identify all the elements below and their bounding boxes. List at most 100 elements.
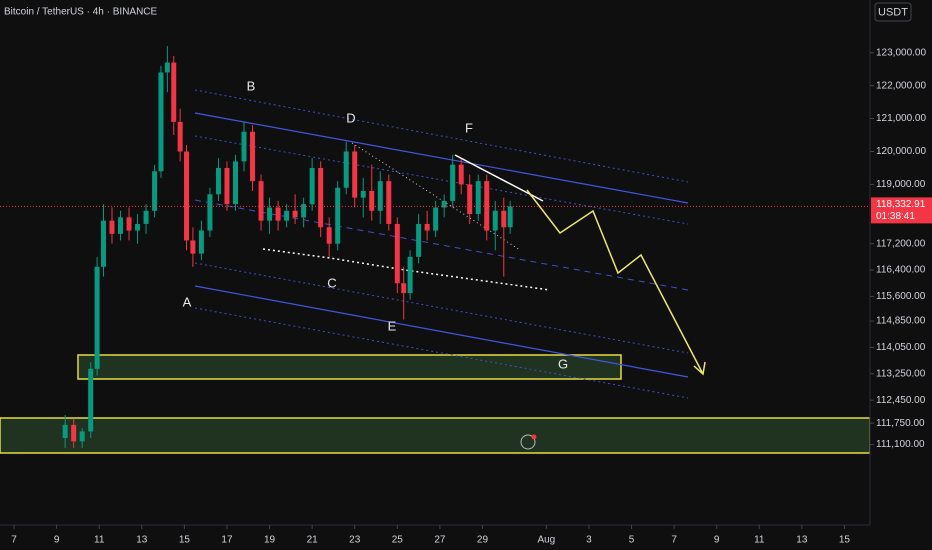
y-tick-label: 111,100.00 xyxy=(876,439,925,450)
channel-line xyxy=(194,89,689,183)
countdown-label: 01:38:41 xyxy=(876,211,915,222)
x-tick-label: 15 xyxy=(179,535,191,546)
candle-body xyxy=(171,62,177,122)
y-tick-label: 115,600.00 xyxy=(876,291,926,302)
currency-button[interactable] xyxy=(874,2,912,22)
candle-body xyxy=(109,220,115,234)
x-tick-label: 13 xyxy=(136,535,148,546)
candle-body xyxy=(184,151,190,241)
currency: USDT xyxy=(878,6,908,18)
candle-body xyxy=(275,207,281,221)
candle-body xyxy=(292,210,298,218)
x-tick-label: 11 xyxy=(94,535,105,546)
price-axis xyxy=(870,0,932,550)
candle-body xyxy=(267,207,273,221)
wave-label: F xyxy=(465,120,473,135)
projection-path xyxy=(526,189,704,375)
alert-dot xyxy=(531,434,537,440)
wave-label: G xyxy=(558,356,568,371)
candle-body xyxy=(507,206,513,228)
candle-body xyxy=(433,207,439,231)
candle-body xyxy=(215,167,221,195)
channel-line xyxy=(194,307,689,399)
wave-label: B xyxy=(247,78,256,93)
candle-body xyxy=(126,217,132,231)
candle-body xyxy=(284,210,290,221)
channel-line xyxy=(194,262,689,354)
y-tick-label: 121,000.00 xyxy=(876,113,926,124)
candle-body xyxy=(450,164,456,201)
candle-body xyxy=(224,167,230,205)
candle-body xyxy=(369,191,375,211)
candle-body xyxy=(190,240,196,254)
y-tick-label: 116,400.00 xyxy=(876,265,926,276)
x-tick-label: 27 xyxy=(434,535,446,546)
x-tick-label: 7 xyxy=(671,535,677,546)
x-tick-label: 13 xyxy=(796,535,808,546)
candle-body xyxy=(501,210,507,228)
candle-body xyxy=(309,167,315,205)
axes: 123,000.00 122,000.00 121,000.00 120,000.00… xyxy=(11,47,932,546)
candle-body xyxy=(326,227,332,244)
candle-body xyxy=(198,230,204,254)
candle-body xyxy=(258,181,264,221)
candle-body xyxy=(152,171,158,211)
chart-title: Bitcoin / TetherUS · 4h · BINANCE xyxy=(4,7,158,18)
x-tick-label: 25 xyxy=(392,535,404,546)
y-tick-label: 120,000.00 xyxy=(876,146,926,157)
candle-body xyxy=(62,424,68,439)
x-tick-label: 15 xyxy=(839,535,851,546)
support-line xyxy=(262,248,551,291)
price-tag-label: 118,332.91 xyxy=(876,199,926,210)
price-tag xyxy=(871,197,932,224)
x-tick-label: 3 xyxy=(586,535,592,546)
y-tick-label: 111,750.00 xyxy=(876,418,925,429)
candle-body xyxy=(407,256,413,294)
wave-label: E xyxy=(388,318,397,333)
candle-body xyxy=(158,72,164,172)
candle-body xyxy=(301,204,307,218)
x-tick-label: 7 xyxy=(11,535,17,546)
candle-body xyxy=(143,210,149,224)
alert-icon[interactable] xyxy=(520,434,536,450)
x-tick-label: 9 xyxy=(54,535,60,546)
x-tick-label: 23 xyxy=(349,535,361,546)
plot-area xyxy=(0,89,871,454)
candle-body xyxy=(250,131,256,182)
channel-line xyxy=(194,285,689,378)
x-tick-label: 5 xyxy=(629,535,635,546)
candle-body xyxy=(232,161,238,205)
x-tick-label: 17 xyxy=(221,535,233,546)
candle-body xyxy=(94,266,100,369)
candle-body xyxy=(352,151,358,198)
candle-body xyxy=(360,191,366,198)
candle-body xyxy=(458,164,464,185)
channel-line xyxy=(194,135,689,225)
wave-label: A xyxy=(183,294,192,309)
candle-body xyxy=(79,431,85,442)
candle-body xyxy=(71,424,77,442)
y-tick-label: 114,050.00 xyxy=(876,342,926,353)
candle-body xyxy=(164,62,170,73)
candle-body xyxy=(386,181,392,224)
candle-body xyxy=(241,131,247,162)
candle-body xyxy=(207,194,213,231)
y-tick-label: 123,000.00 xyxy=(876,47,926,58)
candle-body xyxy=(441,200,447,208)
candle-body xyxy=(343,151,349,188)
x-tick-label: 19 xyxy=(264,535,276,546)
drawings: A B C D E F G xyxy=(183,78,706,450)
candles xyxy=(0,46,870,448)
channel-line xyxy=(194,112,689,204)
y-tick-label: 117,200.00 xyxy=(876,238,926,249)
candle-body xyxy=(416,223,422,257)
candle-body xyxy=(394,223,400,284)
x-tick-label: Aug xyxy=(537,535,555,546)
resistance-line xyxy=(454,154,544,202)
zone xyxy=(0,417,871,454)
candle-body xyxy=(335,187,341,244)
candle-body xyxy=(177,121,183,152)
